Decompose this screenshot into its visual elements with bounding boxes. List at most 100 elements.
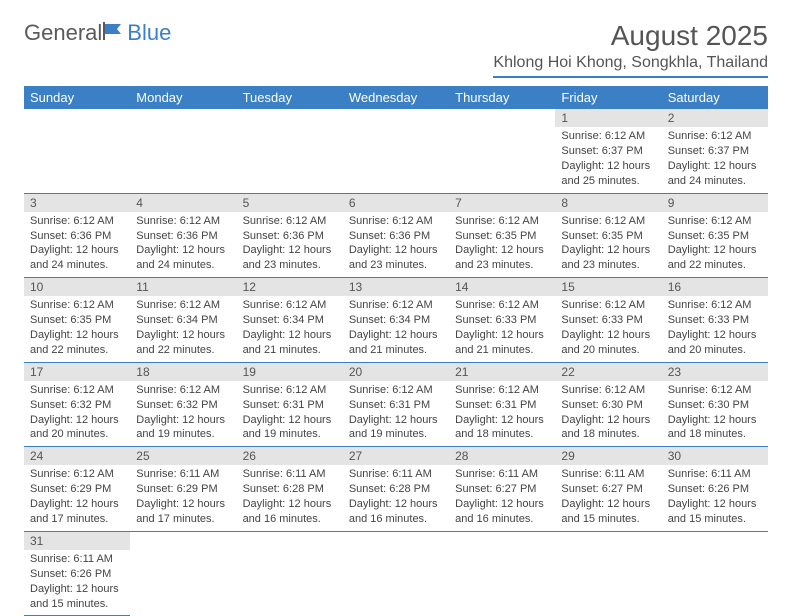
calendar-cell: 15Sunrise: 6:12 AMSunset: 6:33 PMDayligh… [555, 278, 661, 363]
calendar-cell: 19Sunrise: 6:12 AMSunset: 6:31 PMDayligh… [237, 362, 343, 447]
calendar-cell [662, 531, 768, 616]
calendar-cell: 31Sunrise: 6:11 AMSunset: 6:26 PMDayligh… [24, 531, 130, 616]
location: Khlong Hoi Khong, Songkhla, Thailand [493, 54, 768, 78]
day-content: Sunrise: 6:12 AMSunset: 6:36 PMDaylight:… [343, 212, 449, 277]
calendar-body: 1Sunrise: 6:12 AMSunset: 6:37 PMDaylight… [24, 109, 768, 616]
day-content: Sunrise: 6:12 AMSunset: 6:34 PMDaylight:… [343, 296, 449, 361]
day-number: 28 [449, 447, 555, 465]
month-title: August 2025 [493, 20, 768, 52]
weekday-header-row: SundayMondayTuesdayWednesdayThursdayFrid… [24, 86, 768, 109]
calendar-cell: 26Sunrise: 6:11 AMSunset: 6:28 PMDayligh… [237, 447, 343, 532]
day-number: 24 [24, 447, 130, 465]
day-number: 8 [555, 194, 661, 212]
calendar-cell: 18Sunrise: 6:12 AMSunset: 6:32 PMDayligh… [130, 362, 236, 447]
day-content: Sunrise: 6:12 AMSunset: 6:31 PMDaylight:… [449, 381, 555, 446]
day-number: 19 [237, 363, 343, 381]
day-content: Sunrise: 6:11 AMSunset: 6:27 PMDaylight:… [555, 465, 661, 530]
day-number: 16 [662, 278, 768, 296]
day-content: Sunrise: 6:12 AMSunset: 6:37 PMDaylight:… [662, 127, 768, 192]
day-content: Sunrise: 6:12 AMSunset: 6:35 PMDaylight:… [662, 212, 768, 277]
day-number: 18 [130, 363, 236, 381]
calendar-row: 1Sunrise: 6:12 AMSunset: 6:37 PMDaylight… [24, 109, 768, 193]
calendar-cell [449, 109, 555, 193]
day-number: 12 [237, 278, 343, 296]
calendar-row: 10Sunrise: 6:12 AMSunset: 6:35 PMDayligh… [24, 278, 768, 363]
calendar-cell: 13Sunrise: 6:12 AMSunset: 6:34 PMDayligh… [343, 278, 449, 363]
weekday-header: Wednesday [343, 86, 449, 109]
calendar-cell: 24Sunrise: 6:12 AMSunset: 6:29 PMDayligh… [24, 447, 130, 532]
calendar-cell: 29Sunrise: 6:11 AMSunset: 6:27 PMDayligh… [555, 447, 661, 532]
day-content: Sunrise: 6:12 AMSunset: 6:32 PMDaylight:… [24, 381, 130, 446]
day-content: Sunrise: 6:12 AMSunset: 6:33 PMDaylight:… [555, 296, 661, 361]
day-content: Sunrise: 6:11 AMSunset: 6:28 PMDaylight:… [237, 465, 343, 530]
day-number: 27 [343, 447, 449, 465]
day-number: 5 [237, 194, 343, 212]
calendar-cell: 22Sunrise: 6:12 AMSunset: 6:30 PMDayligh… [555, 362, 661, 447]
day-content: Sunrise: 6:12 AMSunset: 6:37 PMDaylight:… [555, 127, 661, 192]
day-content: Sunrise: 6:12 AMSunset: 6:32 PMDaylight:… [130, 381, 236, 446]
day-content: Sunrise: 6:12 AMSunset: 6:35 PMDaylight:… [555, 212, 661, 277]
day-content: Sunrise: 6:12 AMSunset: 6:31 PMDaylight:… [237, 381, 343, 446]
calendar-cell: 27Sunrise: 6:11 AMSunset: 6:28 PMDayligh… [343, 447, 449, 532]
day-number: 26 [237, 447, 343, 465]
calendar-cell: 28Sunrise: 6:11 AMSunset: 6:27 PMDayligh… [449, 447, 555, 532]
day-number: 13 [343, 278, 449, 296]
calendar-cell: 12Sunrise: 6:12 AMSunset: 6:34 PMDayligh… [237, 278, 343, 363]
day-content: Sunrise: 6:11 AMSunset: 6:29 PMDaylight:… [130, 465, 236, 530]
calendar-row: 17Sunrise: 6:12 AMSunset: 6:32 PMDayligh… [24, 362, 768, 447]
calendar-cell [237, 109, 343, 193]
calendar-cell: 14Sunrise: 6:12 AMSunset: 6:33 PMDayligh… [449, 278, 555, 363]
day-content: Sunrise: 6:12 AMSunset: 6:30 PMDaylight:… [555, 381, 661, 446]
day-number: 25 [130, 447, 236, 465]
day-number: 30 [662, 447, 768, 465]
calendar-cell [343, 109, 449, 193]
title-block: August 2025 Khlong Hoi Khong, Songkhla, … [493, 20, 768, 78]
weekday-header: Tuesday [237, 86, 343, 109]
day-number: 17 [24, 363, 130, 381]
day-number: 15 [555, 278, 661, 296]
day-number: 4 [130, 194, 236, 212]
day-content: Sunrise: 6:12 AMSunset: 6:36 PMDaylight:… [24, 212, 130, 277]
weekday-header: Sunday [24, 86, 130, 109]
day-content: Sunrise: 6:11 AMSunset: 6:26 PMDaylight:… [662, 465, 768, 530]
calendar-cell: 3Sunrise: 6:12 AMSunset: 6:36 PMDaylight… [24, 193, 130, 278]
logo-text-blue: Blue [127, 20, 171, 46]
day-content: Sunrise: 6:12 AMSunset: 6:33 PMDaylight:… [449, 296, 555, 361]
calendar-cell: 8Sunrise: 6:12 AMSunset: 6:35 PMDaylight… [555, 193, 661, 278]
day-number: 7 [449, 194, 555, 212]
calendar-cell: 16Sunrise: 6:12 AMSunset: 6:33 PMDayligh… [662, 278, 768, 363]
weekday-header: Saturday [662, 86, 768, 109]
calendar-cell: 4Sunrise: 6:12 AMSunset: 6:36 PMDaylight… [130, 193, 236, 278]
calendar-cell: 20Sunrise: 6:12 AMSunset: 6:31 PMDayligh… [343, 362, 449, 447]
calendar-cell: 17Sunrise: 6:12 AMSunset: 6:32 PMDayligh… [24, 362, 130, 447]
calendar-cell [130, 109, 236, 193]
calendar-cell: 2Sunrise: 6:12 AMSunset: 6:37 PMDaylight… [662, 109, 768, 193]
calendar-cell: 25Sunrise: 6:11 AMSunset: 6:29 PMDayligh… [130, 447, 236, 532]
calendar-row: 24Sunrise: 6:12 AMSunset: 6:29 PMDayligh… [24, 447, 768, 532]
day-number: 6 [343, 194, 449, 212]
calendar-row: 3Sunrise: 6:12 AMSunset: 6:36 PMDaylight… [24, 193, 768, 278]
day-number: 9 [662, 194, 768, 212]
day-content: Sunrise: 6:12 AMSunset: 6:35 PMDaylight:… [449, 212, 555, 277]
day-number: 23 [662, 363, 768, 381]
calendar-cell [555, 531, 661, 616]
weekday-header: Friday [555, 86, 661, 109]
calendar-row: 31Sunrise: 6:11 AMSunset: 6:26 PMDayligh… [24, 531, 768, 616]
day-number: 31 [24, 532, 130, 550]
day-content: Sunrise: 6:12 AMSunset: 6:36 PMDaylight:… [130, 212, 236, 277]
day-content: Sunrise: 6:12 AMSunset: 6:30 PMDaylight:… [662, 381, 768, 446]
day-content: Sunrise: 6:12 AMSunset: 6:35 PMDaylight:… [24, 296, 130, 361]
day-content: Sunrise: 6:12 AMSunset: 6:34 PMDaylight:… [237, 296, 343, 361]
calendar-cell: 11Sunrise: 6:12 AMSunset: 6:34 PMDayligh… [130, 278, 236, 363]
calendar-cell [24, 109, 130, 193]
calendar-table: SundayMondayTuesdayWednesdayThursdayFrid… [24, 86, 768, 616]
calendar-cell: 1Sunrise: 6:12 AMSunset: 6:37 PMDaylight… [555, 109, 661, 193]
day-number: 22 [555, 363, 661, 381]
day-content: Sunrise: 6:12 AMSunset: 6:33 PMDaylight:… [662, 296, 768, 361]
calendar-cell: 5Sunrise: 6:12 AMSunset: 6:36 PMDaylight… [237, 193, 343, 278]
day-content: Sunrise: 6:11 AMSunset: 6:26 PMDaylight:… [24, 550, 130, 615]
day-content: Sunrise: 6:12 AMSunset: 6:29 PMDaylight:… [24, 465, 130, 530]
day-number: 10 [24, 278, 130, 296]
day-number: 14 [449, 278, 555, 296]
day-content: Sunrise: 6:11 AMSunset: 6:27 PMDaylight:… [449, 465, 555, 530]
